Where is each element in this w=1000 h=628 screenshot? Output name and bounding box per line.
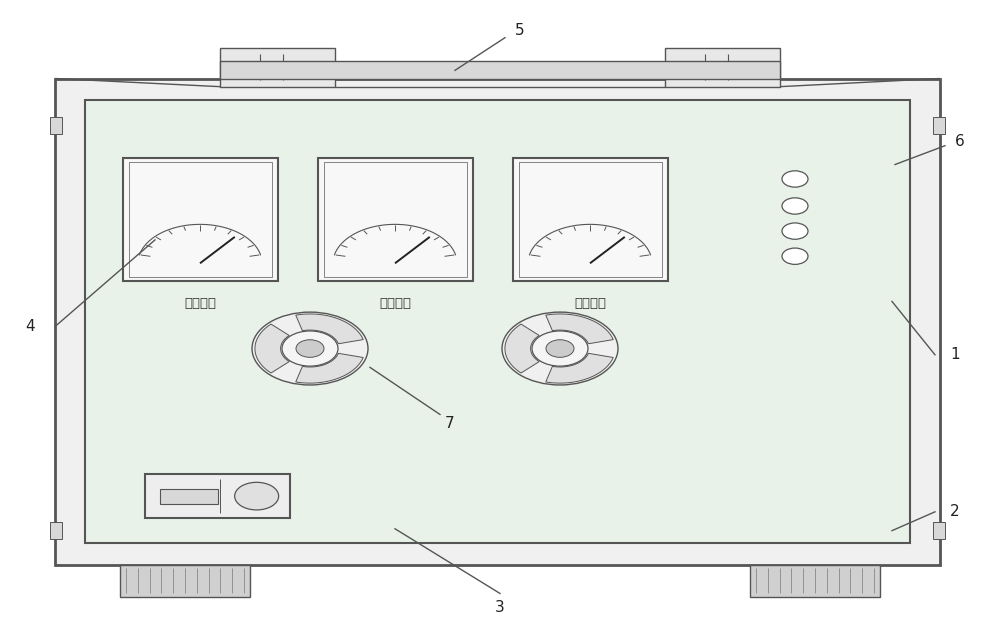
- Bar: [933, 117, 945, 134]
- Bar: [160, 489, 218, 504]
- Bar: [120, 565, 250, 597]
- Bar: [512, 158, 668, 281]
- Circle shape: [502, 312, 618, 385]
- Text: 充电电压: 充电电压: [379, 296, 411, 310]
- Bar: [750, 565, 880, 597]
- Text: 1: 1: [950, 347, 960, 362]
- Circle shape: [546, 340, 574, 357]
- Bar: [220, 61, 780, 78]
- Bar: [50, 522, 62, 539]
- Bar: [145, 474, 290, 518]
- Text: 逢变电压: 逢变电压: [574, 296, 606, 310]
- Bar: [933, 522, 945, 539]
- Circle shape: [296, 340, 324, 357]
- Bar: [220, 48, 335, 87]
- Bar: [665, 48, 780, 87]
- Bar: [123, 158, 278, 281]
- Bar: [518, 162, 662, 277]
- Circle shape: [782, 248, 808, 264]
- Circle shape: [282, 331, 338, 366]
- Circle shape: [532, 331, 588, 366]
- Bar: [55, 78, 940, 565]
- Circle shape: [235, 482, 279, 510]
- Text: 5: 5: [515, 23, 525, 38]
- Polygon shape: [296, 354, 363, 383]
- Text: 2: 2: [950, 504, 960, 519]
- Bar: [318, 158, 473, 281]
- Bar: [128, 162, 272, 277]
- Text: 7: 7: [445, 416, 455, 431]
- Circle shape: [782, 198, 808, 214]
- Polygon shape: [546, 354, 613, 383]
- Text: 3: 3: [495, 600, 505, 615]
- Polygon shape: [296, 314, 363, 344]
- Circle shape: [252, 312, 368, 385]
- Circle shape: [782, 223, 808, 239]
- Bar: [85, 100, 910, 543]
- Circle shape: [782, 171, 808, 187]
- Polygon shape: [255, 324, 289, 373]
- Text: 4: 4: [25, 319, 35, 334]
- Bar: [324, 162, 466, 277]
- Polygon shape: [546, 314, 613, 344]
- Polygon shape: [505, 324, 539, 373]
- Bar: [50, 117, 62, 134]
- Text: 6: 6: [955, 134, 965, 149]
- Text: 充电电流: 充电电流: [184, 296, 216, 310]
